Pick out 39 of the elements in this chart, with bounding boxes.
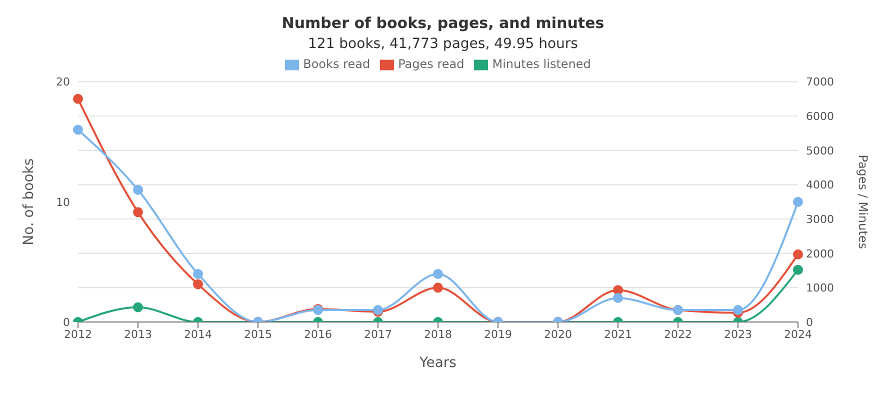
point: [793, 196, 803, 207]
y-tick-label: 0: [63, 316, 70, 329]
y2-tick-label: 3000: [806, 212, 834, 226]
x-tick-label: 2012: [64, 328, 92, 341]
y-tick-label: 10: [56, 196, 70, 209]
point: [193, 268, 203, 279]
x-tick-label: 2024: [784, 328, 812, 341]
x-tick-label: 2013: [124, 328, 152, 341]
point: [433, 268, 443, 279]
legend-label: Pages read: [398, 57, 464, 71]
chart-title: Number of books, pages, and minutes: [280, 14, 606, 32]
x-tick-label: 2022: [664, 328, 692, 341]
x-tick-label: 2017: [364, 328, 392, 341]
x-tick-label: 2014: [184, 328, 212, 341]
x-tick-label: 2020: [544, 328, 572, 341]
y2-tick-label: 0: [806, 316, 813, 329]
x-tick-label: 2019: [484, 328, 512, 341]
y2-tick-label: 4000: [806, 178, 834, 192]
x-tick-label: 2016: [304, 328, 332, 341]
chart-subtitle: 121 books, 41,773 pages, 49.95 hours: [307, 36, 579, 52]
y-axis-title: No. of books: [20, 158, 37, 246]
point: [73, 124, 83, 135]
x-tick-label: 2018: [424, 328, 452, 341]
legend-label: Books read: [303, 57, 370, 71]
point: [733, 304, 743, 315]
x-tick-label: 2015: [244, 328, 272, 341]
y2-tick-label: 5000: [806, 144, 834, 158]
x-tick-label: 2023: [724, 328, 752, 341]
y2-tick-label: 6000: [806, 110, 834, 123]
point: [133, 184, 143, 195]
x-tick-label: 2021: [604, 328, 632, 341]
y2-axis-title: Pages / Minutes: [856, 154, 870, 249]
y-tick-label: 20: [56, 76, 70, 89]
x-axis-title: Years: [418, 355, 456, 371]
legend-label: Minutes listened: [492, 57, 591, 71]
point: [613, 292, 623, 303]
y2-tick-label: 7000: [806, 76, 834, 89]
y2-tick-label: 1000: [806, 282, 834, 295]
y2-tick-label: 2000: [806, 247, 834, 260]
